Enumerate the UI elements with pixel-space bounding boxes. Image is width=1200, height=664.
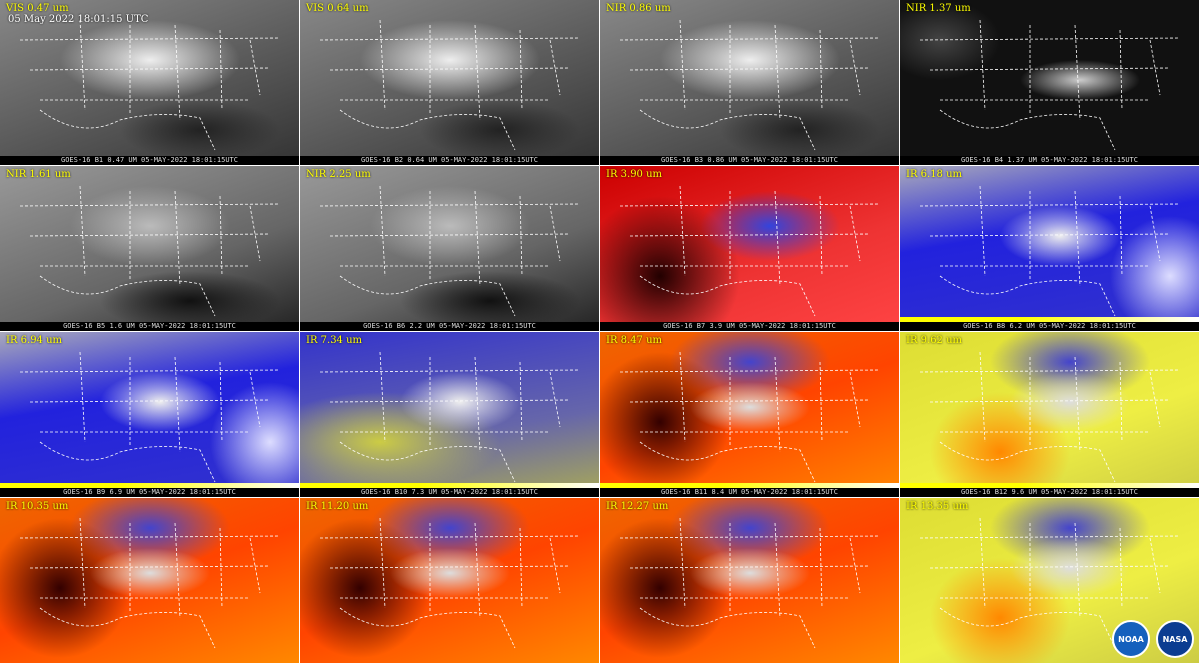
band-label: IR 9.62 um <box>906 335 963 346</box>
band-label: VIS 0.64 um <box>306 3 369 14</box>
caption-bar: GOES-16 B8 6.2 UM 05-MAY-2022 18:01:15UT… <box>900 322 1199 331</box>
border-lines <box>319 19 581 151</box>
border-lines <box>619 351 881 483</box>
border-lines <box>919 185 1181 317</box>
satellite-panel: NIR 0.86 um GOES-16 B3 0.86 UM 05-MAY-202… <box>600 0 900 166</box>
caption-bar: GOES-16 B10 7.3 UM 05-MAY-2022 18:01:15U… <box>300 488 599 497</box>
satellite-panel: IR 9.62 um GOES-16 B12 9.6 UM 05-MAY-2022… <box>900 332 1200 498</box>
satellite-panel: IR 3.90 um GOES-16 B7 3.9 UM 05-MAY-2022 … <box>600 166 900 332</box>
state-borders <box>919 185 1181 317</box>
logo: NOAA <box>1112 620 1150 658</box>
border-lines <box>319 185 581 317</box>
satellite-panel: VIS 0.64 um GOES-16 B2 0.64 UM 05-MAY-202… <box>300 0 600 166</box>
band-label: NIR 2.25 um <box>306 169 371 180</box>
band-label: IR 13.35 um <box>906 501 969 512</box>
state-borders <box>619 351 881 483</box>
color-bar <box>0 483 299 488</box>
band-label: IR 6.94 um <box>6 335 63 346</box>
logo: NASA <box>1156 620 1194 658</box>
band-label: IR 7.34 um <box>306 335 363 346</box>
color-bar <box>300 483 599 488</box>
satellite-panel: IR 6.18 um GOES-16 B8 6.2 UM 05-MAY-2022 … <box>900 166 1200 332</box>
satellite-panel: IR 8.47 um GOES-16 B11 8.4 UM 05-MAY-2022… <box>600 332 900 498</box>
color-bar <box>600 483 899 488</box>
state-borders <box>919 19 1181 151</box>
satellite-panel: VIS 0.47 um 05 May 2022 18:01:15 UTC GOES-… <box>0 0 300 166</box>
satellite-panel: IR 10.35 um <box>0 498 300 664</box>
band-label: IR 11.20 um <box>306 501 369 512</box>
satellite-panel: NIR 1.37 um GOES-16 B4 1.37 UM 05-MAY-202… <box>900 0 1200 166</box>
state-borders <box>619 517 881 649</box>
border-lines <box>319 351 581 483</box>
caption-bar: GOES-16 B3 0.86 UM 05-MAY-2022 18:01:15U… <box>600 156 899 165</box>
border-lines <box>919 351 1181 483</box>
state-borders <box>919 517 1181 649</box>
border-lines <box>919 19 1181 151</box>
band-label: IR 6.18 um <box>906 169 963 180</box>
caption-bar: GOES-16 B2 0.64 UM 05-MAY-2022 18:01:15U… <box>300 156 599 165</box>
border-lines <box>19 185 281 317</box>
satellite-panel: NIR 2.25 um GOES-16 B6 2.2 UM 05-MAY-2022… <box>300 166 600 332</box>
color-bar <box>900 317 1199 322</box>
caption-bar: GOES-16 B9 6.9 UM 05-MAY-2022 18:01:15UT… <box>0 488 299 497</box>
caption-bar: GOES-16 B4 1.37 UM 05-MAY-2022 18:01:15U… <box>900 156 1199 165</box>
satellite-panel: IR 7.34 um GOES-16 B10 7.3 UM 05-MAY-2022… <box>300 332 600 498</box>
border-lines <box>19 351 281 483</box>
caption-bar: GOES-16 B1 0.47 UM 05-MAY-2022 18:01:15U… <box>0 156 299 165</box>
satellite-panel: IR 6.94 um GOES-16 B9 6.9 UM 05-MAY-2022 … <box>0 332 300 498</box>
border-lines <box>619 19 881 151</box>
color-bar <box>900 483 1199 488</box>
state-borders <box>19 19 281 151</box>
satellite-panel: IR 11.20 um <box>300 498 600 664</box>
state-borders <box>619 19 881 151</box>
state-borders <box>319 351 581 483</box>
state-borders <box>619 185 881 317</box>
band-label: VIS 0.47 um <box>6 3 69 14</box>
border-lines <box>19 19 281 151</box>
caption-bar: GOES-16 B12 9.6 UM 05-MAY-2022 18:01:15U… <box>900 488 1199 497</box>
band-label: NIR 1.61 um <box>6 169 71 180</box>
border-lines <box>919 517 1181 649</box>
band-label: NIR 1.37 um <box>906 3 971 14</box>
state-borders <box>319 517 581 649</box>
logos: NOAA NASA <box>1112 620 1194 658</box>
state-borders <box>919 351 1181 483</box>
band-label: IR 12.27 um <box>606 501 669 512</box>
caption-bar: GOES-16 B6 2.2 UM 05-MAY-2022 18:01:15UT… <box>300 322 599 331</box>
satellite-panel: NIR 1.61 um GOES-16 B5 1.6 UM 05-MAY-2022… <box>0 166 300 332</box>
state-borders <box>319 185 581 317</box>
caption-bar: GOES-16 B7 3.9 UM 05-MAY-2022 18:01:15UT… <box>600 322 899 331</box>
state-borders <box>19 351 281 483</box>
state-borders <box>19 185 281 317</box>
border-lines <box>319 517 581 649</box>
border-lines <box>619 517 881 649</box>
timestamp: 05 May 2022 18:01:15 UTC <box>8 14 149 25</box>
band-label: NIR 0.86 um <box>606 3 671 14</box>
band-label: IR 10.35 um <box>6 501 69 512</box>
band-label: IR 8.47 um <box>606 335 663 346</box>
caption-bar: GOES-16 B5 1.6 UM 05-MAY-2022 18:01:15UT… <box>0 322 299 331</box>
border-lines <box>19 517 281 649</box>
band-label: IR 3.90 um <box>606 169 663 180</box>
state-borders <box>319 19 581 151</box>
satellite-panel: IR 12.27 um <box>600 498 900 664</box>
border-lines <box>619 185 881 317</box>
caption-bar: GOES-16 B11 8.4 UM 05-MAY-2022 18:01:15U… <box>600 488 899 497</box>
state-borders <box>19 517 281 649</box>
